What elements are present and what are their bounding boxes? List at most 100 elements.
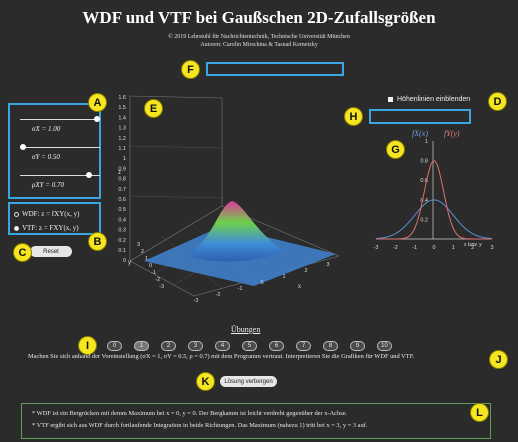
contour-label: Höhenlinien einblenden xyxy=(397,96,471,103)
z-tick-label: 0.6 xyxy=(118,197,126,203)
plot-title-box xyxy=(206,62,344,76)
hide-solution-button[interactable]: Lösung verbergen xyxy=(220,376,277,387)
wdf-radio-dot[interactable] xyxy=(14,211,19,217)
rho-label: ρXY = 0.70 xyxy=(32,181,65,189)
copyright-line: © 2019 Lehrstuhl für Nachrichtentechnik,… xyxy=(168,34,350,40)
solution-line-1: * WDF ist ein Bergrücken mit demm Maximu… xyxy=(32,410,348,417)
marg-x-tick-label: 3 xyxy=(490,245,493,251)
vtf-radio-label: VTF: z = FXY(x, y) xyxy=(22,224,79,232)
y-tick-label: -1 xyxy=(151,270,156,276)
marg-y-tick-label: 1 xyxy=(425,139,428,145)
vtf-radio[interactable]: VTF: z = FXY(x, y) xyxy=(14,224,79,232)
marker-e: E xyxy=(144,99,163,118)
z-tick-label: 0.3 xyxy=(118,228,126,234)
wdf-radio-label: WDF: z = fXY(x, y) xyxy=(22,210,80,218)
marginal-density-chart: fX(x) fY(y) 1 0.8 0.6 0.4 0.2 -3 -2 -1 0 1 2 3 x b… xyxy=(374,129,494,251)
slider-panel: σX = 1.00 σY = 0.50 ρXY = 0.70 xyxy=(8,103,101,199)
x-tick-label: 0 xyxy=(260,280,263,286)
surface-3d-plot[interactable]: 1.6 1.5 1.4 1.3 1.2 1.1 1 0.9 0.8 0.7 0.6 0.5 0.4 0.3… xyxy=(104,86,364,308)
z-tick-label: 0.1 xyxy=(118,248,126,254)
z-tick-label: 1.3 xyxy=(118,126,126,132)
marker-h: H xyxy=(344,107,363,126)
marg-x-tick-label: 2 xyxy=(471,245,474,251)
contour-checkbox[interactable] xyxy=(388,97,393,102)
marker-d: D xyxy=(488,92,507,111)
exercise-buttons: 0 1 2 3 4 5 6 7 8 9 10 xyxy=(0,340,518,352)
z-tick-label: 1.4 xyxy=(118,115,126,121)
marker-a: A xyxy=(88,93,107,112)
marg-x-tick-label: 1 xyxy=(452,245,455,251)
z-tick-label: 0.7 xyxy=(118,187,126,193)
z-tick-label: 0.2 xyxy=(118,238,126,244)
marg-x-tick-label: -3 xyxy=(374,245,379,251)
exercise-button[interactable]: 10 xyxy=(377,341,392,351)
z-tick-label: 1 xyxy=(123,156,126,162)
contour-toggle[interactable]: Höhenlinien einblenden xyxy=(388,96,470,103)
marg-x-tick-label: -2 xyxy=(393,245,398,251)
density-curve xyxy=(375,199,493,240)
exercise-button[interactable]: 8 xyxy=(323,341,338,351)
exercise-button[interactable]: 2 xyxy=(161,341,176,351)
exercise-button[interactable]: 1 xyxy=(134,341,149,351)
marker-l: L xyxy=(470,403,489,422)
surface-peak xyxy=(189,201,284,262)
y-tick-label: 0 xyxy=(149,263,152,269)
mode-panel: WDF: z = fXY(x, y) VTF: z = FXY(x, y) xyxy=(8,202,101,235)
exercise-button[interactable]: 9 xyxy=(350,341,365,351)
exercises-heading: Übungen xyxy=(231,325,261,334)
y-tick-label: -2 xyxy=(155,277,160,283)
z-tick-label: 1.1 xyxy=(118,146,126,152)
x-tick-label: 3 xyxy=(326,262,329,268)
z-tick-label: 0.4 xyxy=(118,217,126,223)
marker-j: J xyxy=(489,350,508,369)
z-axis-label: z xyxy=(118,170,121,176)
sigma-y-knob[interactable] xyxy=(20,144,26,150)
vtf-radio-dot[interactable] xyxy=(14,225,19,231)
z-tick-label: 0.5 xyxy=(118,207,126,213)
task-text: Machen Sie sich anhand der Voreinstellun… xyxy=(28,353,415,360)
exercise-button[interactable]: 0 xyxy=(107,341,122,351)
exercise-button[interactable]: 7 xyxy=(296,341,311,351)
authors-line: Autoren: Carolin Mirschina & Tasnad Kern… xyxy=(200,42,318,48)
exercise-button[interactable]: 4 xyxy=(215,341,230,351)
z-tick-label: 0 xyxy=(123,258,126,264)
solution-line-2: * VTF ergibt sich aus WDF durch fortlauf… xyxy=(32,422,368,429)
exercise-button[interactable]: 6 xyxy=(269,341,284,351)
marker-b: B xyxy=(88,232,107,251)
x-tick-label: -2 xyxy=(216,292,221,298)
y-tick-label: -3 xyxy=(159,284,164,290)
legend-fx: fX(x) xyxy=(412,129,428,138)
info-box xyxy=(369,109,471,124)
y-tick-label: 3 xyxy=(137,242,140,248)
marker-g: G xyxy=(386,140,405,159)
density-curve xyxy=(376,160,492,240)
x-tick-label: 2 xyxy=(304,268,307,274)
y-axis-label: y xyxy=(128,260,131,266)
wdf-radio[interactable]: WDF: z = fXY(x, y) xyxy=(14,210,79,218)
solution-box: * WDF ist ein Bergrücken mit demm Maximu… xyxy=(21,403,491,439)
z-tick-label: 1.5 xyxy=(118,105,126,111)
z-tick-label: 0.9 xyxy=(118,166,126,172)
x-tick-label: 1 xyxy=(282,274,285,280)
marg-y-tick-label: 0.6 xyxy=(420,178,428,184)
marker-i: I xyxy=(78,336,97,355)
sigma-x-label: σX = 1.00 xyxy=(32,125,61,133)
sigma-y-label: σY = 0.50 xyxy=(32,153,60,161)
exercise-button[interactable]: 5 xyxy=(242,341,257,351)
z-tick-label: 0.8 xyxy=(118,177,126,183)
marg-y-tick-label: 0.2 xyxy=(420,217,428,223)
marker-c: C xyxy=(13,243,32,262)
sigma-x-knob[interactable] xyxy=(94,116,100,122)
marker-k: K xyxy=(196,372,215,391)
x-tick-label: -1 xyxy=(238,286,243,292)
reset-button[interactable]: Reset xyxy=(30,246,72,257)
rho-knob[interactable] xyxy=(86,172,92,178)
page-title: WDF und VTF bei Gaußschen 2D-Zufallsgröß… xyxy=(82,8,436,27)
marg-y-tick-label: 0.8 xyxy=(420,159,428,165)
x-axis-label: x xyxy=(298,284,301,290)
y-tick-label: 1 xyxy=(145,256,148,262)
marker-f: F xyxy=(181,60,200,79)
y-tick-label: 2 xyxy=(141,249,144,255)
exercise-button[interactable]: 3 xyxy=(188,341,203,351)
x-tick-label: -3 xyxy=(194,298,199,304)
